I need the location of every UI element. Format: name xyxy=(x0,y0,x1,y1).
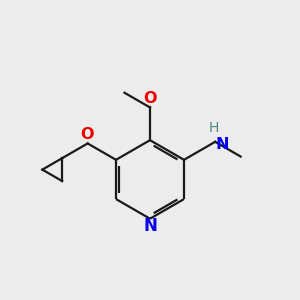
Text: N: N xyxy=(216,137,229,152)
Text: H: H xyxy=(208,121,219,135)
Text: O: O xyxy=(144,92,157,106)
Text: N: N xyxy=(143,217,157,235)
Text: O: O xyxy=(80,128,94,142)
